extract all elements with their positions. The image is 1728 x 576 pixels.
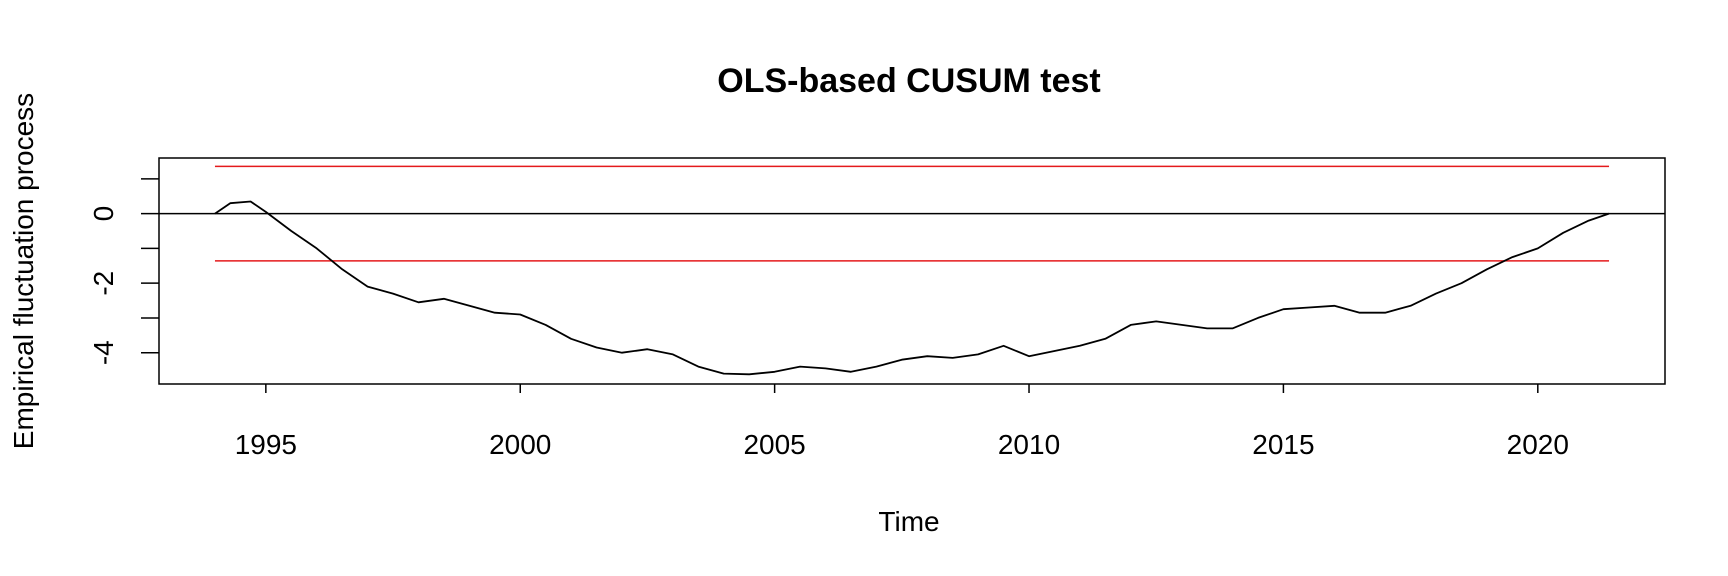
fluctuation-process-line	[214, 200, 1610, 376]
x-tick-label: 1995	[235, 429, 297, 460]
y-tick-label: -4	[88, 340, 119, 365]
x-tick-label: 2020	[1507, 429, 1569, 460]
x-tick-label: 2000	[489, 429, 551, 460]
x-tick-label: 2010	[998, 429, 1060, 460]
y-axis: -4 -2 0	[88, 178, 159, 365]
y-tick-label: -2	[88, 271, 119, 296]
y-tick-label: 0	[88, 206, 119, 222]
plot-frame	[158, 157, 1666, 385]
x-tick-label: 2005	[743, 429, 805, 460]
y-axis-label: Empirical fluctuation process	[8, 93, 39, 449]
x-axis: 1995 2000 2005 2010 2015 2020	[235, 384, 1569, 460]
x-axis-label: Time	[878, 506, 939, 537]
chart-title: OLS-based CUSUM test	[717, 62, 1101, 100]
x-tick-label: 2015	[1252, 429, 1314, 460]
